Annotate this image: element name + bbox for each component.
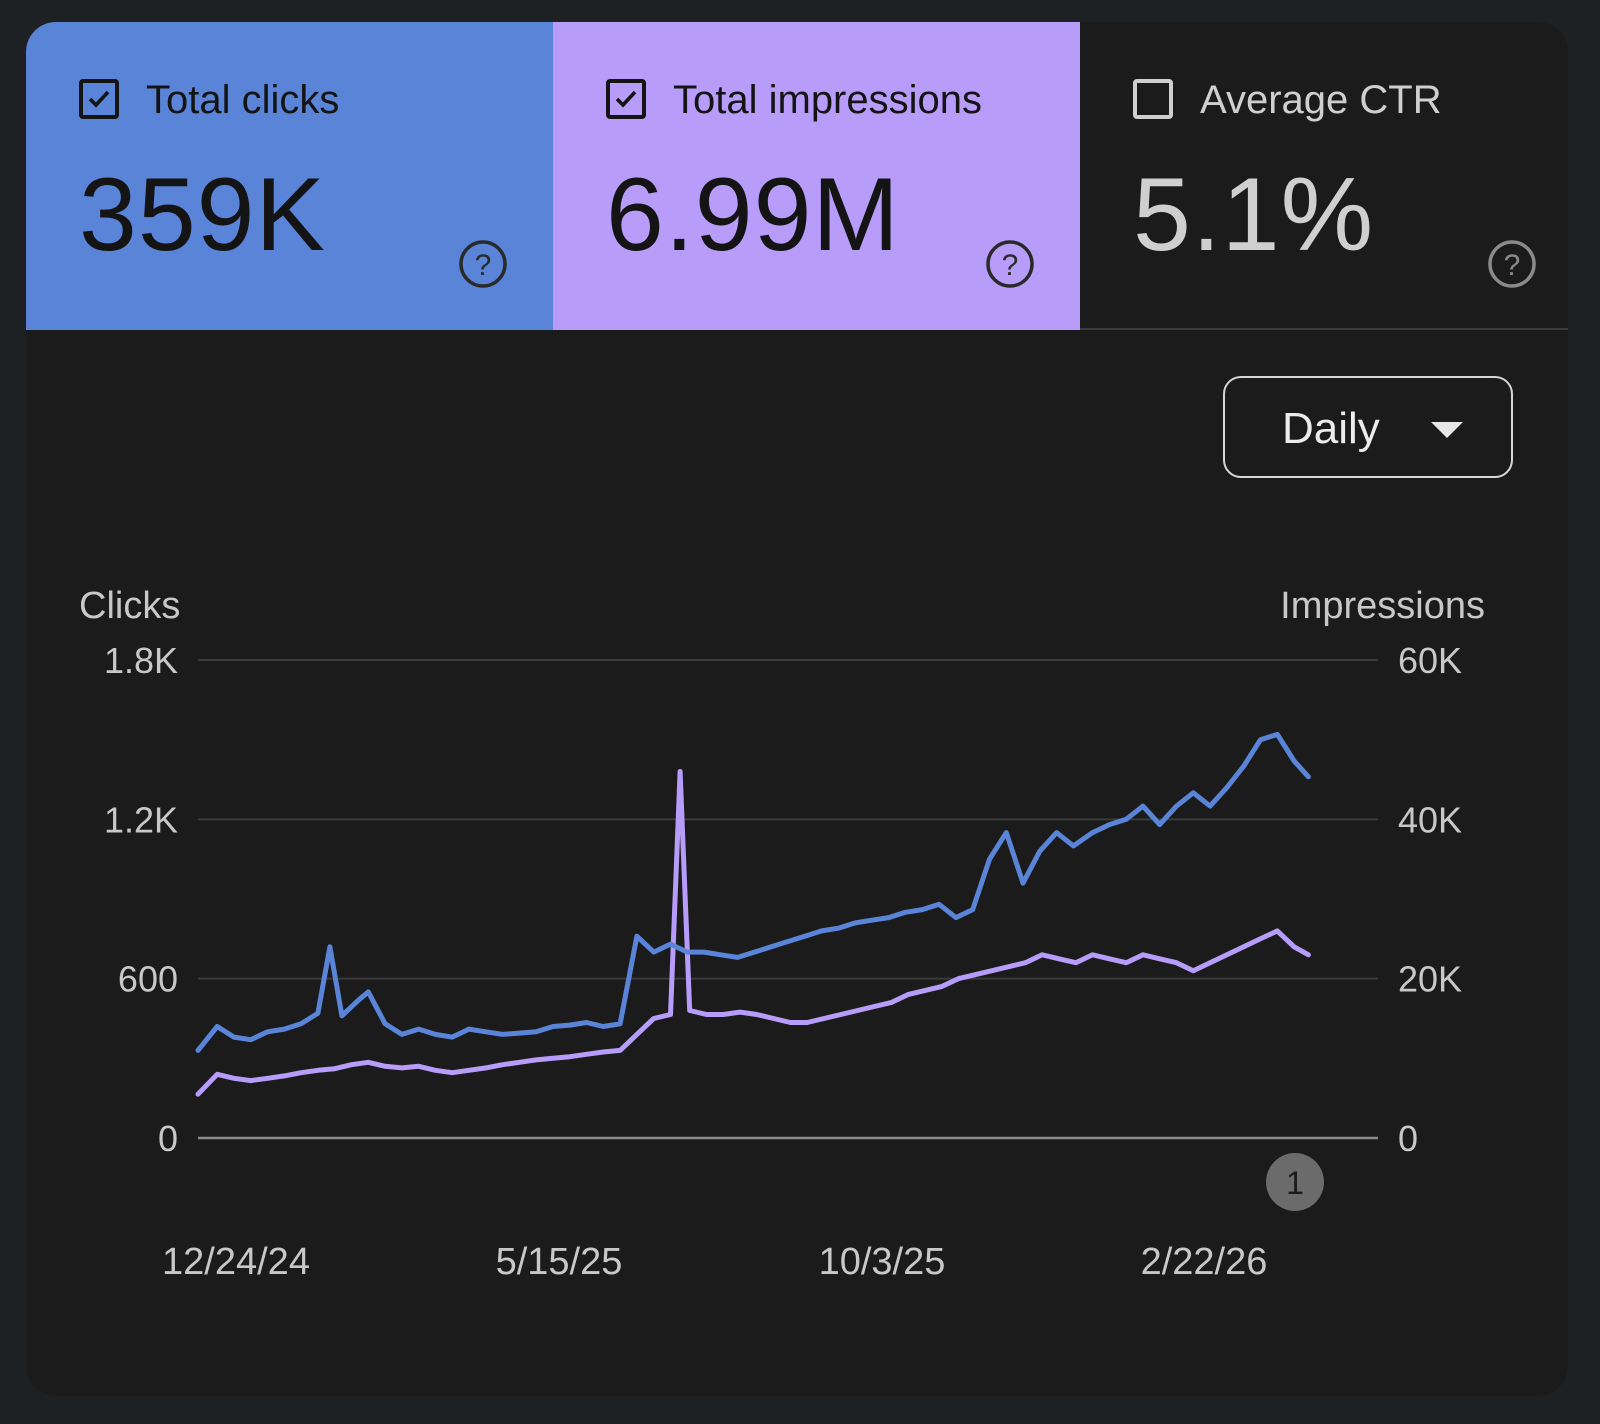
x-tick-label: 12/24/24 [162,1241,310,1283]
annotation-badge-circle[interactable] [1266,1153,1324,1211]
y-axis-left-ticks: 0 600 1.2K 1.8K [104,640,178,1159]
checkmark-icon [88,90,110,108]
chart-grid [198,659,1378,1140]
metric-value: 359K [79,157,326,273]
annotation-badge[interactable]: 1 [1266,1153,1324,1211]
checkbox-average-ctr[interactable] [1133,79,1173,119]
series-line-clicks [195,731,1311,1053]
y-axis-right-ticks: 0 20K 40K 60K [1398,640,1462,1159]
question-circle-icon[interactable]: ? [458,239,508,289]
performance-chart: Clicks Impressions 0 600 1.2K 1.8K 0 20K 40K 6… [79,585,1485,1283]
svg-text:?: ? [1504,249,1521,282]
metric-divider [1080,328,1568,330]
performance-card: Total clicks 359K ? Total impressions 6.… [26,22,1568,1396]
y-left-tick-label: 1.8K [104,640,178,681]
granularity-selected: Daily [1282,404,1380,453]
caret-down-icon [1431,422,1463,438]
y-right-tick-label: 40K [1398,799,1462,840]
checkmark-icon [615,90,637,108]
svg-text:?: ? [475,249,492,282]
metric-average-ctr[interactable]: Average CTR 5.1% ? [1080,22,1568,330]
metric-label: Total clicks [146,78,340,122]
x-tick-label: 5/15/25 [496,1241,623,1283]
question-circle-icon[interactable]: ? [1487,239,1537,289]
x-tick-label: 2/22/26 [1141,1241,1268,1283]
y-axis-right-title: Impressions [1280,585,1485,627]
x-axis-ticks: 12/24/24 5/15/25 10/3/25 2/22/26 [162,1241,1267,1283]
metric-tabs: Total clicks 359K ? Total impressions 6.… [26,22,1568,330]
series-line-impressions [195,769,1311,1097]
checkbox-total-clicks[interactable] [79,79,119,119]
metric-label: Average CTR [1200,78,1442,122]
granularity-dropdown[interactable]: Daily [1223,376,1513,478]
y-right-tick-label: 20K [1398,959,1462,1000]
metric-total-impressions[interactable]: Total impressions 6.99M ? [553,22,1080,330]
y-axis-left-title: Clicks [79,585,180,627]
y-right-tick-label: 60K [1398,640,1462,681]
y-left-tick-label: 600 [118,959,178,1000]
metric-value: 6.99M [606,157,901,273]
question-circle-icon[interactable]: ? [985,239,1035,289]
checkbox-total-impressions[interactable] [606,79,646,119]
metric-total-clicks[interactable]: Total clicks 359K ? [26,22,553,330]
x-tick-label: 10/3/25 [819,1241,946,1283]
svg-text:?: ? [1002,249,1019,282]
y-left-tick-label: 0 [158,1118,178,1159]
metric-label: Total impressions [673,78,983,122]
annotation-badge-label: 1 [1286,1165,1304,1201]
metric-value: 5.1% [1133,157,1375,273]
chart-series [195,731,1311,1097]
y-right-tick-label: 0 [1398,1118,1418,1159]
y-left-tick-label: 1.2K [104,799,178,840]
